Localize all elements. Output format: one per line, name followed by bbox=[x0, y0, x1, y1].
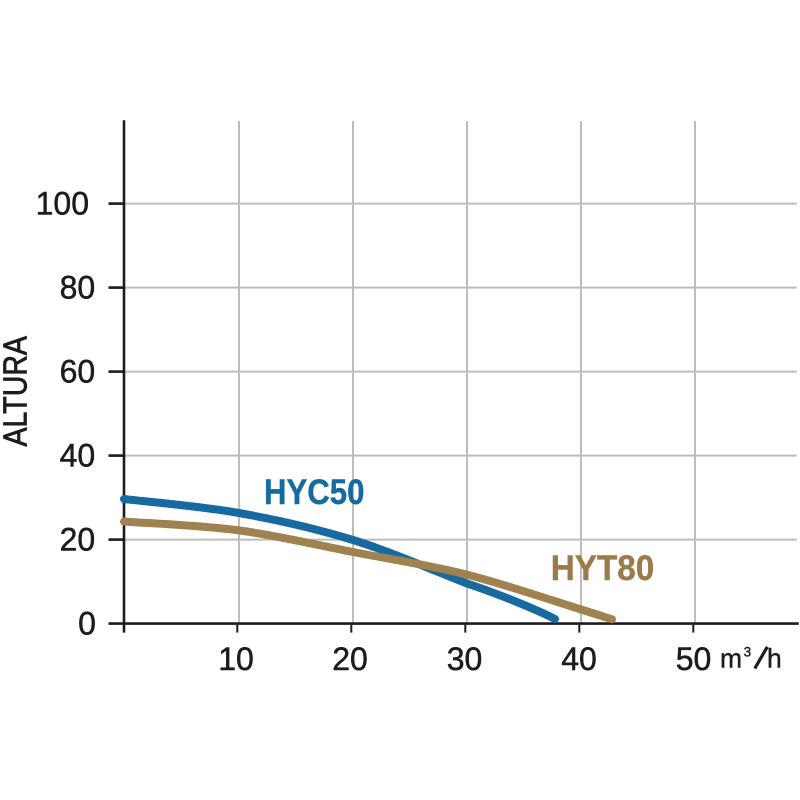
svg-text:100: 100 bbox=[36, 186, 89, 222]
svg-text:m3: m3 bbox=[720, 644, 753, 674]
svg-text:HYC50: HYC50 bbox=[264, 473, 364, 512]
svg-text:ALTURA: ALTURA bbox=[0, 336, 34, 447]
svg-text:10: 10 bbox=[218, 641, 254, 677]
svg-text:30: 30 bbox=[447, 641, 483, 677]
svg-text:40: 40 bbox=[561, 641, 597, 677]
svg-text:h: h bbox=[767, 644, 782, 674]
svg-text:HYT80: HYT80 bbox=[551, 549, 654, 588]
svg-text:20: 20 bbox=[332, 641, 368, 677]
svg-text:40: 40 bbox=[60, 438, 96, 474]
svg-text:20: 20 bbox=[60, 522, 96, 558]
svg-text:50: 50 bbox=[676, 641, 712, 677]
svg-text:0: 0 bbox=[78, 606, 96, 642]
svg-text:60: 60 bbox=[60, 354, 96, 390]
svg-text:80: 80 bbox=[60, 270, 96, 306]
